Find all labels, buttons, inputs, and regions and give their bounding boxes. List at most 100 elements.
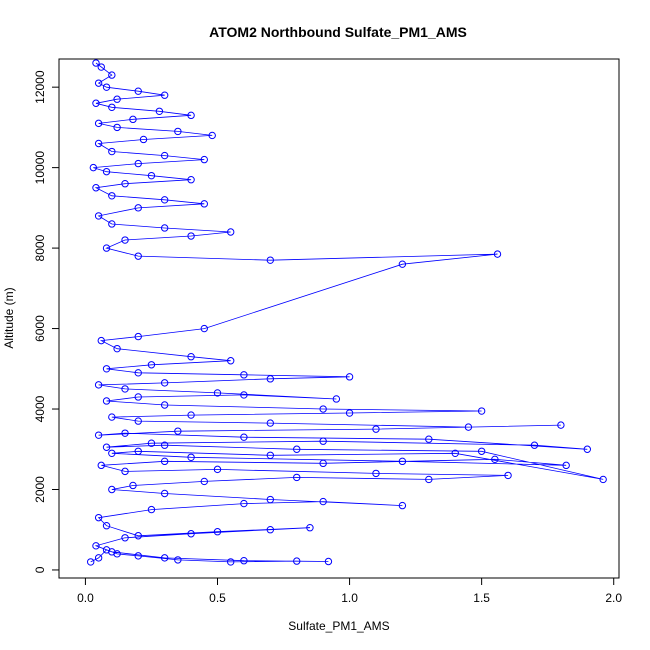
data-point bbox=[200, 200, 208, 208]
series-layer bbox=[86, 59, 607, 566]
data-point bbox=[398, 260, 407, 268]
data-point bbox=[345, 409, 354, 417]
data-point bbox=[92, 99, 100, 107]
data-point bbox=[94, 119, 103, 128]
data-point bbox=[102, 521, 111, 530]
data-point bbox=[477, 447, 486, 455]
data-point bbox=[108, 220, 116, 228]
data-point bbox=[324, 557, 333, 566]
data-point bbox=[293, 557, 301, 565]
data-point bbox=[86, 558, 95, 566]
y-axis: 0 2000 4000 6000 8000 10000 12000 bbox=[33, 70, 60, 573]
data-point bbox=[155, 107, 164, 116]
data-point bbox=[226, 558, 235, 566]
x-tick-label: 1.0 bbox=[341, 591, 358, 605]
data-point bbox=[530, 441, 539, 449]
data-point bbox=[345, 373, 354, 381]
data-point bbox=[372, 469, 380, 478]
data-point bbox=[174, 556, 182, 564]
data-point bbox=[134, 159, 142, 168]
data-point bbox=[108, 413, 116, 421]
data-point bbox=[121, 467, 129, 476]
data-point bbox=[108, 485, 116, 494]
data-point bbox=[319, 405, 327, 413]
data-point bbox=[213, 528, 222, 536]
y-tick-label: 6000 bbox=[33, 315, 47, 342]
data-point bbox=[187, 353, 195, 361]
plot-frame bbox=[58, 58, 620, 579]
data-point bbox=[562, 461, 570, 470]
data-point bbox=[134, 393, 142, 401]
chart-title: ATOM2 Northbound Sulfate_PM1_AMS bbox=[209, 24, 467, 40]
data-point bbox=[121, 180, 129, 188]
data-point bbox=[293, 473, 301, 482]
y-axis-label: Altitude (m) bbox=[2, 287, 16, 348]
data-point bbox=[187, 111, 195, 120]
data-point bbox=[94, 513, 103, 522]
data-point bbox=[139, 135, 148, 144]
data-point bbox=[226, 228, 235, 236]
data-point bbox=[332, 395, 341, 403]
data-point bbox=[187, 530, 195, 538]
data-point bbox=[200, 155, 208, 164]
data-point bbox=[160, 196, 169, 204]
data-point bbox=[134, 417, 142, 425]
series-line bbox=[90, 62, 604, 563]
data-point bbox=[94, 212, 103, 220]
data-point bbox=[491, 455, 499, 464]
data-point bbox=[425, 435, 433, 443]
data-point bbox=[160, 457, 169, 466]
data-point bbox=[102, 397, 111, 405]
data-point bbox=[94, 79, 103, 87]
data-point bbox=[160, 91, 169, 99]
data-point bbox=[398, 501, 407, 510]
data-point bbox=[240, 433, 248, 441]
data-point bbox=[108, 147, 116, 156]
data-point bbox=[266, 495, 275, 504]
data-point bbox=[200, 324, 208, 333]
y-tick-label: 0 bbox=[33, 566, 47, 573]
data-point bbox=[134, 332, 142, 341]
data-point bbox=[213, 389, 222, 397]
y-tick-label: 2000 bbox=[33, 476, 47, 503]
data-point bbox=[92, 59, 100, 67]
data-point bbox=[134, 369, 142, 377]
data-point bbox=[425, 475, 433, 484]
data-point bbox=[266, 256, 275, 264]
data-point bbox=[266, 526, 275, 534]
data-point bbox=[121, 429, 129, 437]
data-point bbox=[94, 554, 103, 562]
data-point bbox=[134, 552, 142, 560]
data-point bbox=[319, 437, 327, 445]
y-tick-label: 8000 bbox=[33, 234, 47, 261]
data-point bbox=[97, 63, 105, 71]
data-point bbox=[134, 87, 142, 95]
data-point bbox=[129, 115, 137, 124]
data-point bbox=[121, 534, 129, 542]
data-point bbox=[293, 445, 301, 453]
data-point bbox=[113, 123, 121, 132]
data-point bbox=[121, 236, 129, 244]
data-point bbox=[102, 244, 111, 252]
y-tick-label: 4000 bbox=[33, 395, 47, 422]
data-point bbox=[108, 449, 116, 457]
data-point bbox=[174, 127, 182, 136]
x-tick-label: 1.5 bbox=[473, 591, 490, 605]
data-point bbox=[477, 407, 486, 415]
data-point bbox=[187, 453, 195, 462]
x-axis: 0.0 0.5 1.0 1.5 2.0 bbox=[77, 577, 622, 605]
data-point bbox=[160, 441, 169, 449]
data-point bbox=[319, 497, 327, 506]
data-point bbox=[160, 401, 169, 409]
data-point bbox=[160, 489, 169, 498]
data-point bbox=[92, 542, 100, 550]
data-point bbox=[240, 391, 248, 399]
data-point bbox=[89, 163, 98, 172]
data-point bbox=[464, 423, 473, 431]
data-point bbox=[108, 192, 116, 200]
data-point bbox=[92, 184, 100, 192]
data-point bbox=[504, 471, 512, 480]
data-point bbox=[94, 381, 103, 389]
data-point bbox=[160, 379, 169, 387]
